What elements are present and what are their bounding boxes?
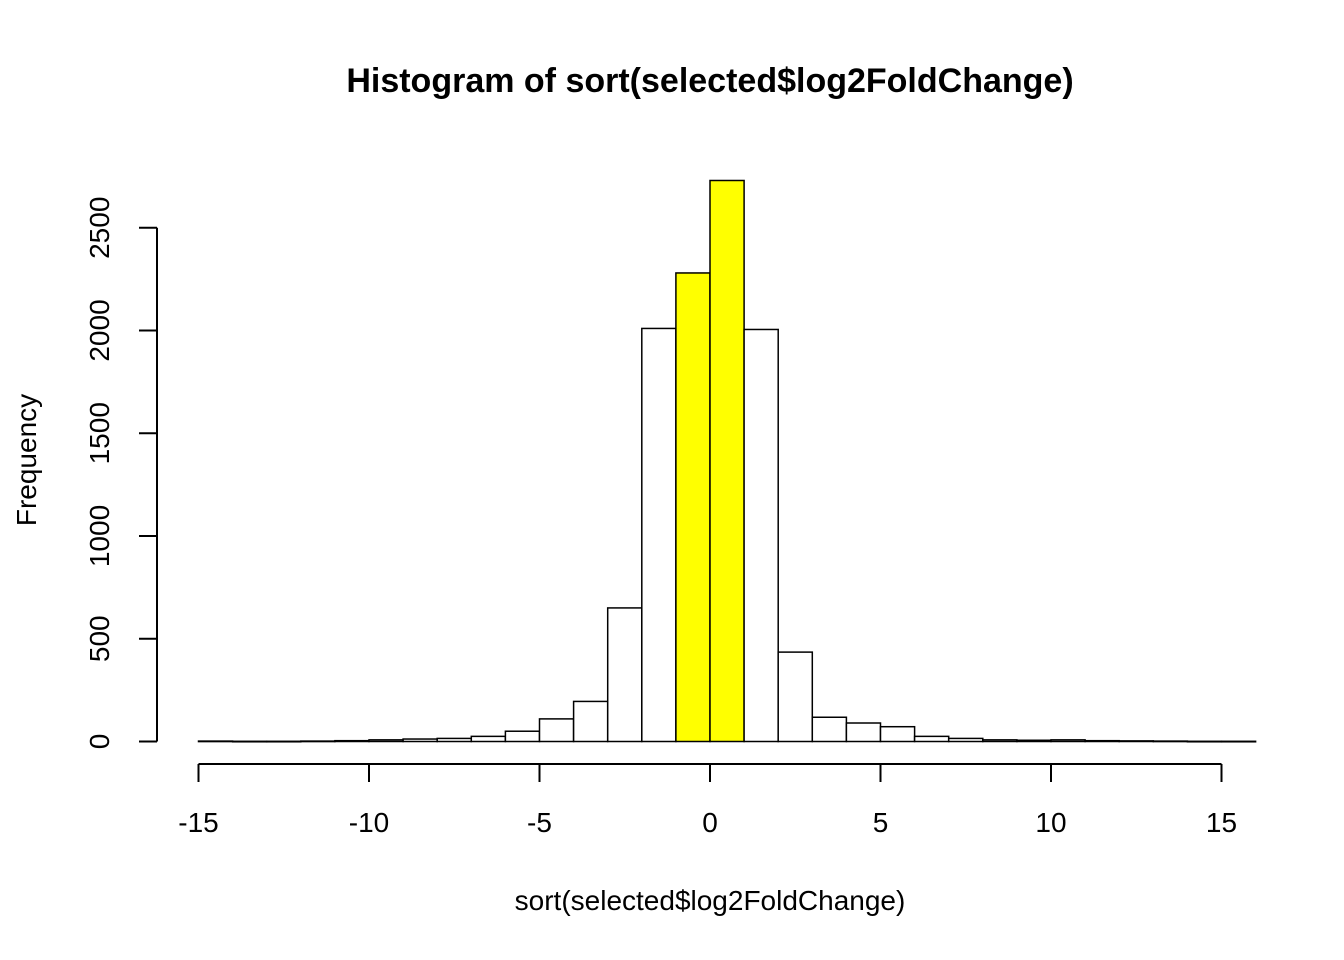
histogram-bar: [777, 651, 814, 743]
y-axis-label: Frequency: [11, 394, 42, 526]
histogram-bar: [743, 328, 779, 743]
histogram-bar: [504, 730, 541, 743]
histogram-bar: [845, 722, 882, 743]
y-tick-label: 1000: [84, 505, 115, 567]
histogram-bar: [1152, 740, 1189, 743]
histogram-bar: [436, 737, 473, 743]
histogram-bar: [1118, 740, 1155, 743]
histogram-bar: [402, 738, 438, 743]
histogram-bar: [1050, 739, 1086, 743]
histogram-bar: [300, 740, 336, 743]
x-tick-label: 10: [1035, 807, 1066, 838]
histogram-bar: [641, 327, 677, 743]
histogram-bar: [538, 718, 575, 743]
histogram-bar: [572, 700, 609, 743]
histogram-bar: [265, 740, 302, 743]
histogram-bar-highlighted: [675, 272, 711, 743]
y-tick-label: 2500: [84, 197, 115, 259]
x-tick-label: 5: [873, 807, 889, 838]
histogram-bar: [231, 740, 268, 743]
bars-group: [197, 179, 1257, 743]
x-axis: -15 -10 -5 0 5 10 15: [178, 763, 1237, 838]
y-tick-label: 500: [84, 615, 115, 662]
y-axis: 0 500 1000 1500 2000 2500: [84, 197, 158, 750]
histogram-bar: [879, 725, 916, 743]
histogram-bar-highlighted: [709, 179, 745, 743]
y-tick-label: 0: [84, 734, 115, 750]
x-tick-label: -10: [349, 807, 389, 838]
y-tick-label: 1500: [84, 402, 115, 464]
histogram-bar: [1084, 739, 1120, 743]
histogram-bar: [982, 739, 1018, 743]
histogram-bar: [1186, 740, 1223, 743]
y-tick-label: 2000: [84, 299, 115, 361]
histogram-bar: [947, 737, 984, 743]
x-tick-label: -15: [178, 807, 218, 838]
histogram-bar: [334, 739, 370, 743]
histogram-bar: [368, 739, 404, 743]
histogram-bar: [470, 735, 507, 743]
histogram-bar: [197, 740, 234, 743]
x-tick-label: -5: [527, 807, 552, 838]
chart-title: Histogram of sort(selected$log2FoldChang…: [346, 62, 1073, 100]
histogram-bar: [606, 607, 643, 743]
x-tick-label: 15: [1206, 807, 1237, 838]
histogram-bar: [811, 716, 848, 743]
histogram-bar: [1016, 739, 1052, 743]
histogram-bar: [913, 735, 950, 743]
x-tick-label: 0: [702, 807, 718, 838]
x-axis-label: sort(selected$log2FoldChange): [515, 885, 906, 916]
histogram-bar: [1220, 740, 1257, 743]
